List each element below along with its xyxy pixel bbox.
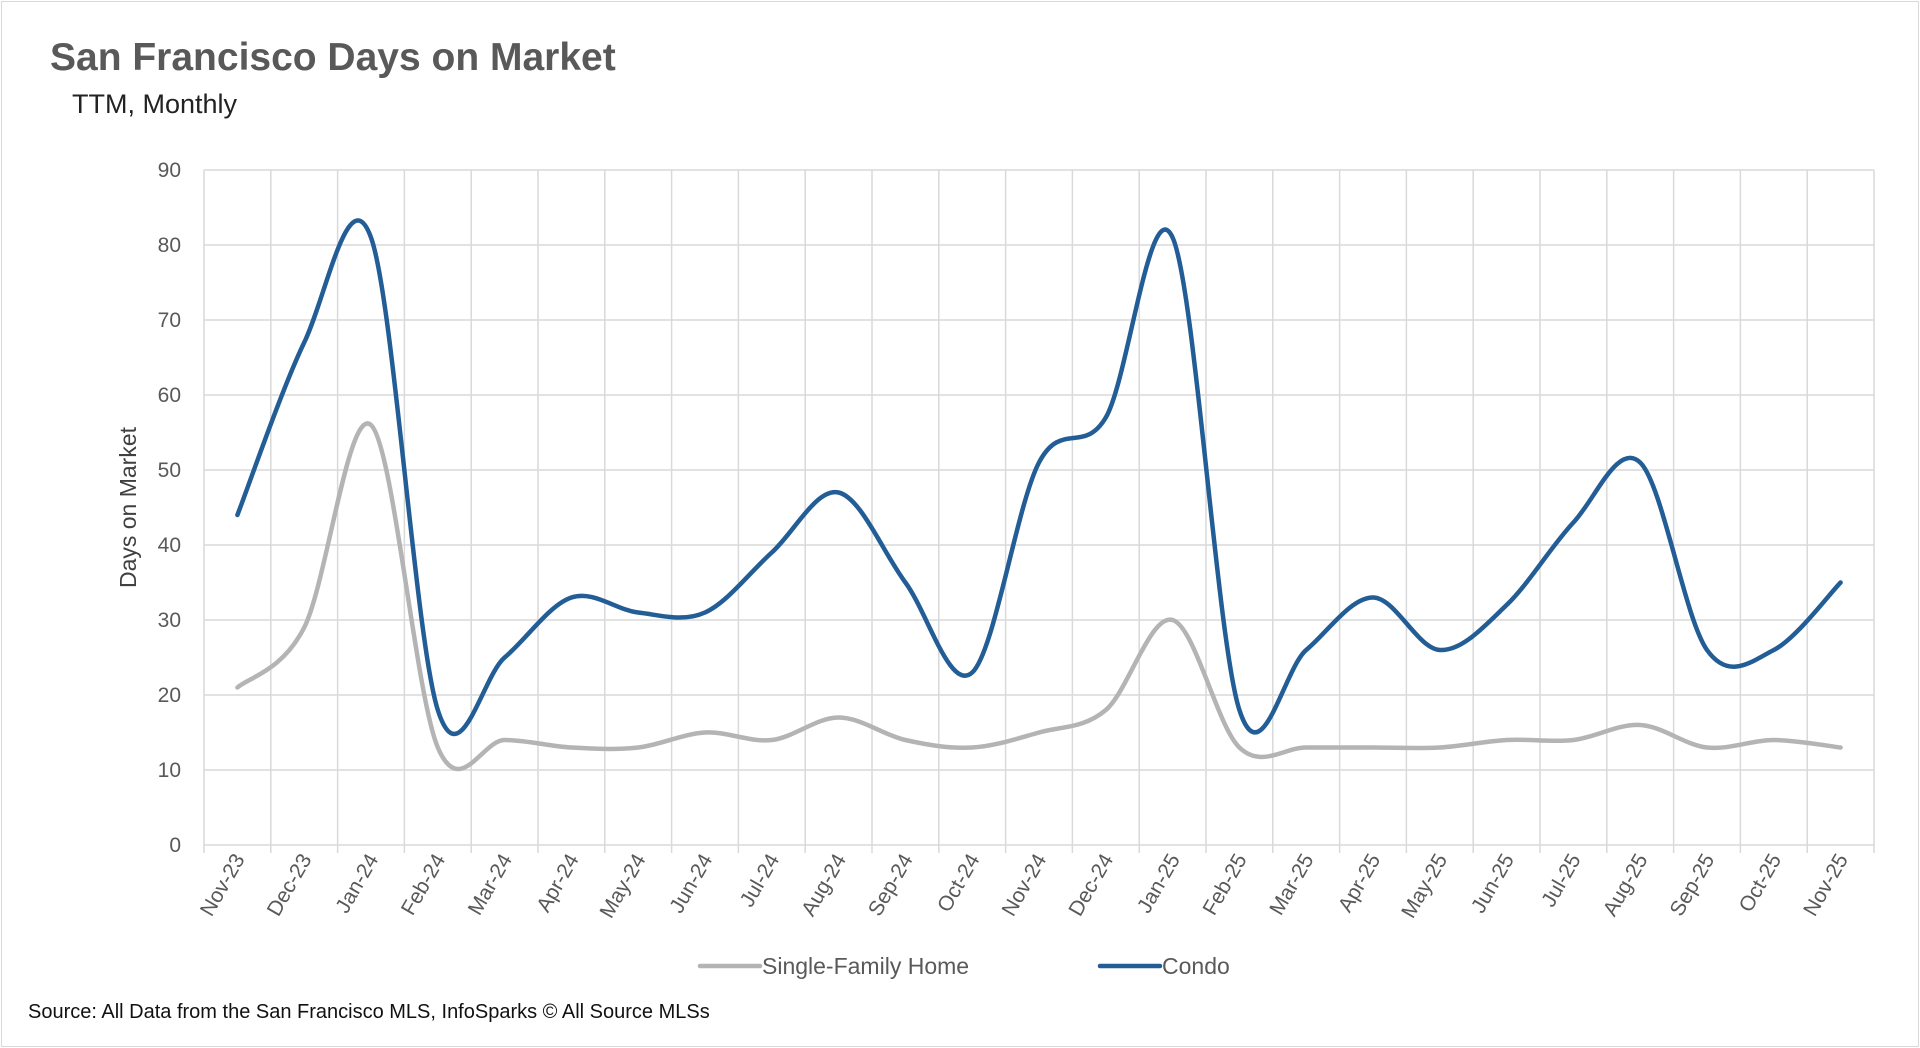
legend-label-single-family-home: Single-Family Home [762,953,969,979]
x-tick-label: Jul-25 [1537,850,1586,911]
y-tick-label: 80 [158,234,181,257]
x-tick-label: Apr-24 [532,850,584,916]
x-tick-label: Sep-25 [1666,850,1720,920]
x-tick-label: May-25 [1397,850,1452,922]
x-tick-label: Jan-24 [331,850,383,917]
x-tick-label: Aug-25 [1599,850,1653,920]
series-line-condo [235,218,1843,737]
x-tick-label: Jun-24 [665,850,717,917]
y-tick-label: 10 [158,759,181,782]
x-tick-label: Jun-25 [1467,850,1519,917]
x-tick-label: Nov-23 [196,850,250,920]
x-tick-label: Sep-24 [864,850,918,920]
series-line-single-family-home [235,421,1843,772]
y-tick-label: 0 [169,834,181,857]
x-tick-label: May-24 [596,850,651,922]
y-tick-label: 90 [158,159,181,182]
y-tick-label: 60 [158,384,181,407]
x-tick-label: Mar-24 [464,850,517,919]
x-tick-label: Dec-23 [263,850,317,920]
x-tick-label: Aug-24 [797,850,851,920]
x-tick-label: Mar-25 [1265,850,1318,919]
x-tick-label: Nov-25 [1799,850,1853,920]
x-tick-label: Feb-24 [397,850,450,919]
x-tick-label: Nov-24 [998,850,1052,920]
y-axis-label: Days on Market [115,426,141,588]
x-tick-label: Jan-25 [1133,850,1185,917]
x-tick-label: Apr-25 [1334,850,1385,916]
x-tick-label: Oct-24 [933,850,985,916]
y-tick-label: 50 [158,459,181,482]
y-tick-label: 70 [158,309,181,332]
x-tick-label: Feb-25 [1199,850,1252,919]
legend-label-condo: Condo [1162,953,1230,979]
x-tick-label: Dec-24 [1064,850,1118,920]
source-note: Source: All Data from the San Francisco … [28,1001,710,1023]
y-tick-label: 30 [158,609,181,632]
x-tick-label: Oct-25 [1735,850,1786,916]
y-tick-label: 40 [158,534,181,557]
chart-subtitle: TTM, Monthly [72,89,238,119]
chart-title: San Francisco Days on Market [50,36,616,79]
y-tick-label: 20 [158,684,181,707]
x-tick-label: Jul-24 [736,850,785,911]
